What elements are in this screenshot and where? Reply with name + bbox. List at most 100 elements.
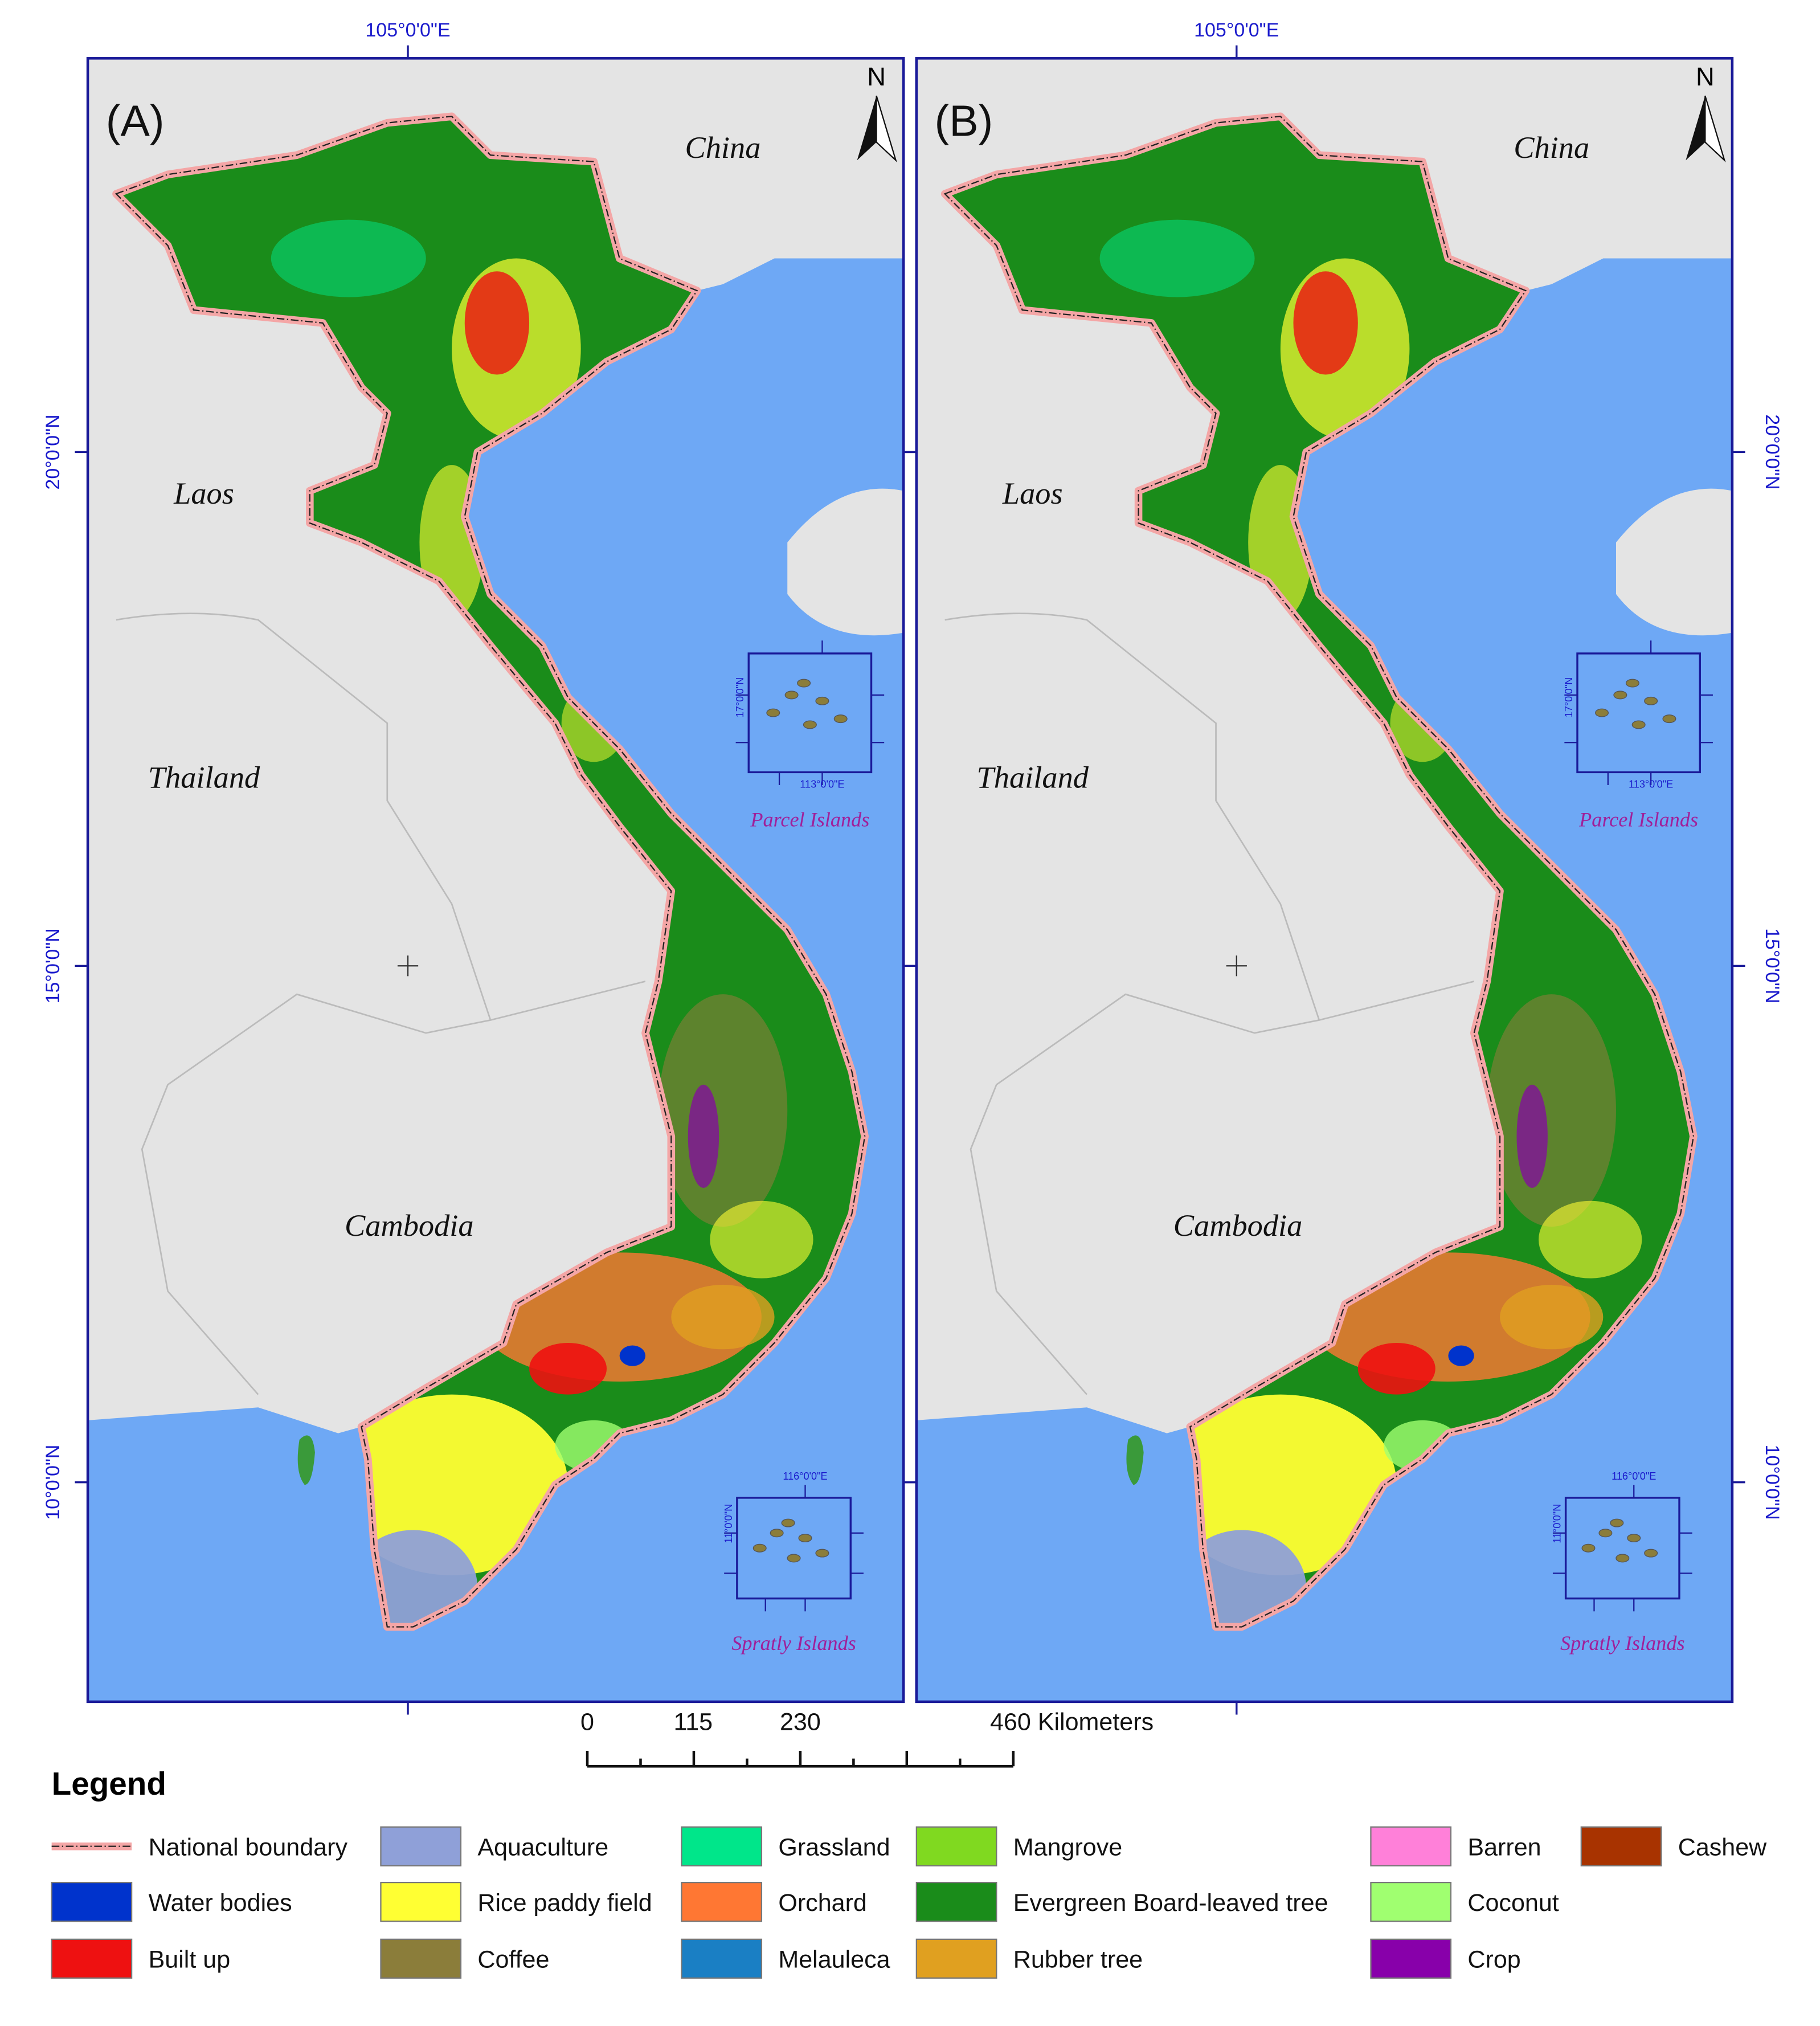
legend-swatch xyxy=(915,1881,997,1922)
island xyxy=(815,1549,829,1558)
island xyxy=(1598,1529,1613,1538)
legend-swatch xyxy=(681,1881,763,1922)
legend-swatch xyxy=(681,1938,763,1979)
island xyxy=(787,488,904,636)
legend-label: Barren xyxy=(1467,1834,1541,1861)
lon-label: 105°0'0"E xyxy=(365,19,450,41)
country-label: Thailand xyxy=(148,761,260,795)
inset-name: Parcel Islands xyxy=(1578,808,1698,831)
national-boundary xyxy=(114,116,866,1628)
lat-label: 20°0'0"N xyxy=(42,414,64,489)
landcover-patch xyxy=(336,1394,569,1575)
inset-lon: 116°0'0"E xyxy=(1612,1471,1656,1482)
lat-label: 20°0'0"N xyxy=(1761,414,1783,489)
landcover-patch xyxy=(1539,1200,1642,1278)
island xyxy=(1631,720,1646,729)
graticule xyxy=(1226,955,1247,977)
landcover-patch xyxy=(1516,1084,1548,1188)
map-panel: (B) N 105°0'0"E 20°0'0"N 15°0'0"N 10°0'0"N Chi… xyxy=(903,19,1783,1715)
border xyxy=(116,612,646,1395)
landcover-patch xyxy=(464,271,530,375)
inset-lat: 17°0'0"N xyxy=(1563,677,1574,718)
land xyxy=(1448,142,1732,284)
legend-label: Melauleca xyxy=(778,1946,890,1974)
landcover-patch xyxy=(1099,219,1255,297)
border xyxy=(944,612,1475,1395)
forest xyxy=(944,116,1694,1627)
land xyxy=(619,142,904,284)
inset-name: Spratly Islands xyxy=(731,1632,856,1655)
north-arrow xyxy=(876,95,897,163)
island xyxy=(1644,696,1658,705)
legend-label: Cashew xyxy=(1678,1834,1767,1861)
legend-label: National boundary xyxy=(149,1834,348,1861)
panel-label: (A) xyxy=(106,96,165,145)
scale-label: 230 xyxy=(780,1709,821,1736)
island xyxy=(766,708,780,717)
island xyxy=(787,1554,801,1563)
lon-label: 105°0'0"E xyxy=(1194,19,1279,41)
legend-label: Water bodies xyxy=(149,1889,292,1917)
landcover-patch xyxy=(710,1200,813,1278)
lat-label: 10°0'0"N xyxy=(42,1445,64,1520)
inset-lat: 11°0'0"N xyxy=(723,1504,734,1543)
graticule xyxy=(397,955,419,977)
legend-label: Orchard xyxy=(778,1889,867,1917)
sea xyxy=(88,245,904,1702)
inset-name: Parcel Islands xyxy=(750,808,869,831)
landcover-patch xyxy=(658,994,788,1227)
map-panel: (A) N 105°0'0"E 20°0'0"N 15°0'0"N 10°0'0"N Chi… xyxy=(42,19,917,1715)
landcover-patch xyxy=(1487,994,1616,1227)
island xyxy=(1615,1554,1630,1563)
island xyxy=(297,1435,315,1485)
island xyxy=(781,1518,795,1527)
island xyxy=(815,696,829,705)
legend-swatch xyxy=(1370,1938,1452,1979)
landcover-patch xyxy=(1500,1284,1604,1350)
legend-swatch xyxy=(915,1938,997,1979)
landcover-patch xyxy=(1293,271,1358,375)
panel-label: (B) xyxy=(935,96,993,145)
north-arrow xyxy=(1704,95,1726,163)
island xyxy=(1595,708,1609,717)
inset-ticks xyxy=(1552,1485,1692,1612)
north-label: N xyxy=(867,62,886,91)
island xyxy=(770,1529,784,1538)
landcover-patch xyxy=(529,1342,607,1395)
legend-label: Evergreen Board-leaved tree xyxy=(1013,1889,1328,1917)
legend-swatch xyxy=(681,1826,763,1866)
landcover-patch xyxy=(619,1345,645,1366)
landcover-patch xyxy=(1448,1345,1474,1366)
scale-bar xyxy=(586,1750,1015,1768)
island xyxy=(1662,714,1676,724)
island xyxy=(1644,1549,1658,1558)
lat-label: 15°0'0"N xyxy=(42,928,64,1003)
inset-ticks xyxy=(735,640,885,786)
lat-label: 15°0'0"N xyxy=(1761,928,1783,1003)
country-label: Cambodia xyxy=(345,1208,474,1243)
legend-label: Grassland xyxy=(778,1834,890,1861)
legend-swatch xyxy=(51,1938,133,1979)
inset-lon: 113°0'0"E xyxy=(1629,779,1673,790)
legend-label: Mangrove xyxy=(1013,1834,1122,1861)
country-label: China xyxy=(1514,130,1589,165)
island xyxy=(833,714,848,724)
country-label: Thailand xyxy=(977,761,1089,795)
island xyxy=(1610,1518,1624,1527)
legend-label: Coconut xyxy=(1467,1889,1559,1917)
legend-swatch xyxy=(1370,1826,1452,1866)
island xyxy=(1581,1543,1596,1553)
inset-lon: 116°0'0"E xyxy=(783,1471,827,1482)
scale-label: 0 xyxy=(580,1709,594,1736)
island xyxy=(798,1534,812,1543)
island xyxy=(1613,691,1627,700)
legend-label: Rubber tree xyxy=(1013,1946,1143,1974)
legend-label: Crop xyxy=(1467,1946,1520,1974)
north-label: N xyxy=(1696,62,1715,91)
country-label: China xyxy=(685,130,760,165)
panel-frame xyxy=(86,57,905,1704)
sea xyxy=(916,245,1732,1702)
legend-title: Legend xyxy=(52,1766,166,1802)
legend-swatch xyxy=(380,1938,462,1979)
